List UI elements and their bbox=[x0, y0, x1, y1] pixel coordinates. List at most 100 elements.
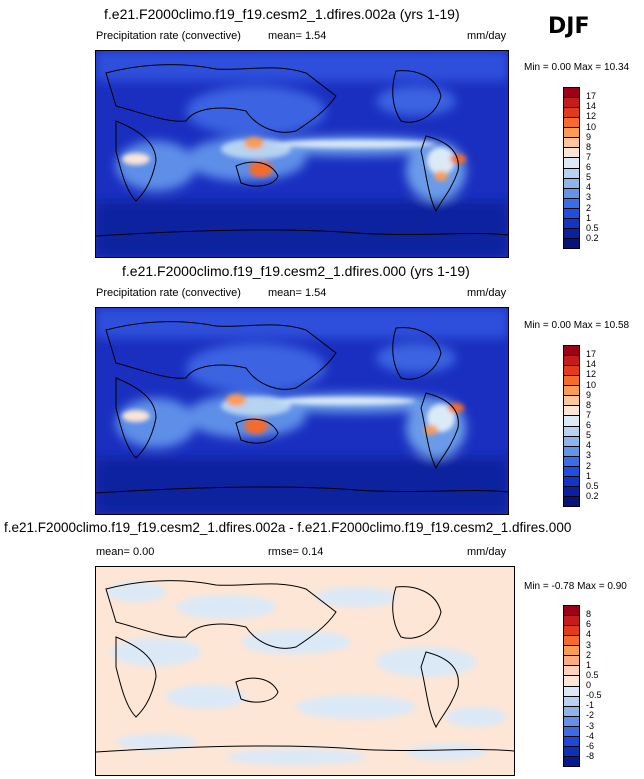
panel2-title: f.e21.F2000climo.f19_f19.cesm2_1.dfires.… bbox=[122, 263, 470, 279]
colorbar-tick-label: -6 bbox=[586, 740, 595, 751]
panel3-units: mm/day bbox=[467, 546, 507, 558]
colorbar-swatch bbox=[564, 746, 579, 757]
colorbar-tick-label: 7 bbox=[586, 409, 592, 420]
colorbar-tick-label: 5 bbox=[586, 430, 592, 441]
colorbar-swatch bbox=[564, 696, 579, 707]
colorbar-tick-label: 0.5 bbox=[586, 480, 599, 491]
colorbar-swatch bbox=[564, 138, 579, 149]
colorbar-tick-label: -1 bbox=[586, 700, 595, 711]
colorbar-tick-label: 2 bbox=[586, 460, 592, 471]
colorbar-swatch bbox=[564, 208, 579, 219]
colorbar-swatch bbox=[564, 396, 579, 407]
colorbar-tick-label: 2 bbox=[586, 202, 592, 213]
colorbar-tick-label: 8 bbox=[586, 141, 592, 152]
colorbar-swatch bbox=[564, 646, 579, 657]
colorbar-swatch bbox=[564, 636, 579, 647]
season-label: DJF bbox=[548, 14, 590, 39]
panel3-colorbar bbox=[563, 605, 580, 767]
colorbar-swatch bbox=[564, 606, 579, 617]
colorbar-swatch bbox=[564, 726, 579, 737]
colorbar-swatch bbox=[564, 366, 579, 377]
panel3-map bbox=[95, 566, 515, 776]
colorbar-swatch bbox=[564, 756, 579, 766]
colorbar-tick-label: 3 bbox=[586, 450, 592, 461]
colorbar-tick-label: 10 bbox=[586, 121, 597, 132]
colorbar-swatch bbox=[564, 128, 579, 139]
colorbar-tick-label: -8 bbox=[586, 750, 595, 761]
colorbar-tick-label: 0 bbox=[586, 680, 592, 690]
panel1-minmax: Min = 0.00 Max = 10.34 bbox=[524, 62, 630, 73]
colorbar-tick-label: 17 bbox=[586, 349, 597, 360]
colorbar-tick-label: -2 bbox=[586, 710, 595, 721]
colorbar-swatch bbox=[564, 446, 579, 457]
panel2-colorbar bbox=[563, 345, 580, 507]
panel2-map bbox=[95, 307, 509, 515]
colorbar-tick-label: 0.2 bbox=[586, 232, 599, 243]
colorbar-swatch bbox=[564, 736, 579, 747]
colorbar-swatch bbox=[564, 158, 579, 169]
colorbar-swatch bbox=[564, 436, 579, 447]
panel1-units: mm/day bbox=[467, 30, 507, 42]
panel1-colorbar bbox=[563, 87, 580, 249]
colorbar-swatch bbox=[564, 626, 579, 637]
panel2-variable: Precipitation rate (convective) bbox=[96, 287, 241, 299]
colorbar-swatch bbox=[564, 168, 579, 179]
colorbar-tick-label: -4 bbox=[586, 730, 595, 741]
colorbar-tick-label: 4 bbox=[586, 440, 592, 451]
colorbar-tick-label: 6 bbox=[586, 619, 592, 630]
colorbar-swatch bbox=[564, 706, 579, 717]
colorbar-tick-label: 9 bbox=[586, 389, 592, 400]
panel1-map bbox=[95, 50, 509, 258]
colorbar-swatch bbox=[564, 686, 579, 697]
colorbar-tick-label: 17 bbox=[586, 91, 597, 102]
colorbar-tick-label: 14 bbox=[586, 359, 597, 370]
panel1-title: f.e21.F2000climo.f19_f19.cesm2_1.dfires.… bbox=[104, 6, 460, 22]
colorbar-tick-label: 3 bbox=[586, 192, 592, 203]
colorbar-tick-label: 6 bbox=[586, 420, 592, 430]
panel3-title: f.e21.F2000climo.f19_f19.cesm2_1.dfires.… bbox=[4, 520, 572, 535]
colorbar-swatch bbox=[564, 456, 579, 467]
colorbar-swatch bbox=[564, 476, 579, 487]
panel1-mean: mean= 1.54 bbox=[268, 30, 327, 42]
colorbar-tick-label: 0.5 bbox=[586, 669, 599, 680]
colorbar-swatch bbox=[564, 356, 579, 367]
colorbar-swatch bbox=[564, 656, 579, 667]
colorbar-swatch bbox=[564, 376, 579, 387]
colorbar-tick-label: 6 bbox=[586, 162, 592, 172]
colorbar-tick-label: 7 bbox=[586, 151, 592, 162]
colorbar-tick-label: 8 bbox=[586, 399, 592, 410]
colorbar-tick-label: 5 bbox=[586, 172, 592, 183]
colorbar-tick-label: 9 bbox=[586, 131, 592, 142]
colorbar-tick-label: 1 bbox=[586, 212, 592, 223]
colorbar-swatch bbox=[564, 406, 579, 417]
colorbar-tick-label: -0.5 bbox=[586, 690, 602, 701]
colorbar-swatch bbox=[564, 416, 579, 427]
panel2-minmax: Min = 0.00 Max = 10.58 bbox=[524, 320, 630, 331]
colorbar-tick-label: 1 bbox=[586, 470, 592, 481]
colorbar-tick-label: 1 bbox=[586, 659, 592, 670]
colorbar-tick-label: -3 bbox=[586, 720, 595, 731]
colorbar-swatch bbox=[564, 716, 579, 727]
colorbar-swatch bbox=[564, 88, 579, 99]
panel3-mean: mean= 0.00 bbox=[96, 546, 155, 558]
colorbar-swatch bbox=[564, 676, 579, 687]
colorbar-swatch bbox=[564, 108, 579, 119]
colorbar-tick-label: 0.2 bbox=[586, 490, 599, 501]
panel2-units: mm/day bbox=[467, 287, 507, 299]
colorbar-swatch bbox=[564, 346, 579, 357]
colorbar-swatch bbox=[564, 238, 579, 248]
colorbar-swatch bbox=[564, 486, 579, 497]
colorbar-swatch bbox=[564, 666, 579, 677]
colorbar-tick-label: 4 bbox=[586, 629, 592, 640]
colorbar-swatch bbox=[564, 148, 579, 159]
panel3-rmse: rmse= 0.14 bbox=[268, 546, 324, 558]
panel3-minmax: Min = -0.78 Max = 0.90 bbox=[524, 581, 627, 592]
colorbar-swatch bbox=[564, 426, 579, 437]
colorbar-swatch bbox=[564, 616, 579, 627]
colorbar-tick-label: 2 bbox=[586, 649, 592, 660]
panel2-mean: mean= 1.54 bbox=[268, 287, 327, 299]
colorbar-swatch bbox=[564, 386, 579, 397]
panel1-variable: Precipitation rate (convective) bbox=[96, 30, 241, 42]
colorbar-tick-label: 12 bbox=[586, 369, 597, 380]
colorbar-swatch bbox=[564, 496, 579, 506]
